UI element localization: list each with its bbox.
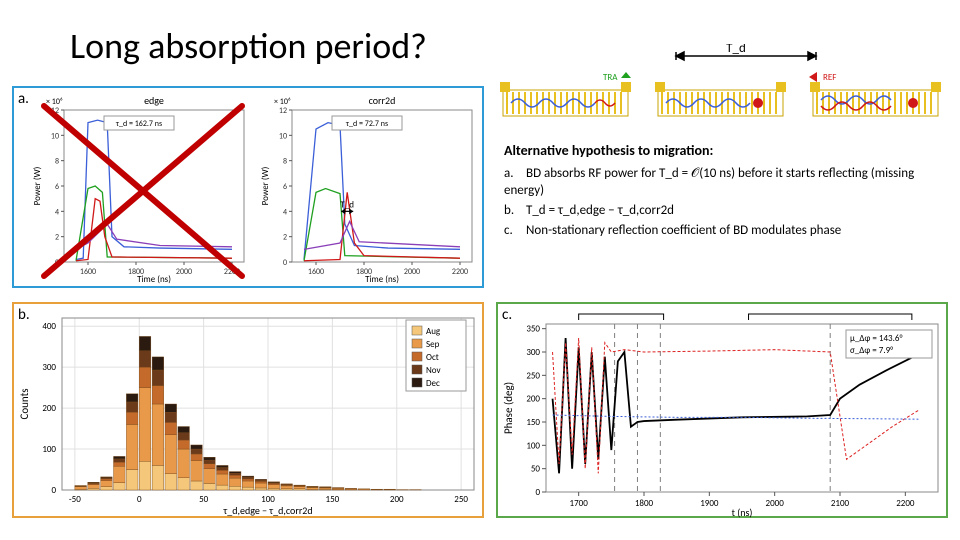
svg-text:Counts: Counts [18, 388, 31, 419]
svg-text:-50: -50 [69, 494, 81, 505]
svg-text:1800: 1800 [635, 498, 654, 509]
svg-text:Power (W): Power (W) [32, 166, 43, 205]
svg-text:300: 300 [526, 347, 540, 358]
svg-text:50: 50 [531, 464, 541, 475]
svg-text:350: 350 [526, 324, 540, 335]
svg-text:8: 8 [55, 157, 59, 167]
svg-text:100: 100 [526, 440, 540, 451]
svg-text:Oct: Oct [426, 352, 439, 363]
svg-text:0: 0 [137, 494, 142, 505]
svg-text:2000: 2000 [404, 267, 420, 277]
hypothesis-item-a: a.BD absorbs RF power for T_d = 𝒪(10 ns)… [504, 165, 944, 200]
svg-text:200: 200 [42, 403, 56, 414]
svg-text:1600: 1600 [80, 267, 96, 277]
hypothesis-heading: Alternative hypothesis to migration: [504, 142, 944, 161]
panel-b: b.0100200300400-50050100150200250Countsτ… [12, 302, 484, 518]
svg-text:0: 0 [535, 487, 540, 498]
svg-text:2200: 2200 [452, 267, 468, 277]
svg-text:4: 4 [55, 207, 59, 217]
svg-text:T_d: T_d [340, 199, 354, 210]
svg-text:10: 10 [51, 131, 59, 141]
svg-text:2200: 2200 [896, 498, 915, 509]
svg-text:Time (ns): Time (ns) [365, 274, 399, 285]
svg-text:2000: 2000 [176, 267, 192, 277]
panel-c-label: c. [502, 306, 512, 324]
svg-text:200: 200 [390, 494, 404, 505]
svg-text:2000: 2000 [766, 498, 785, 509]
svg-text:Aug: Aug [426, 326, 441, 337]
svg-text:τ_d = 162.7 ns: τ_d = 162.7 ns [115, 119, 162, 129]
svg-text:Time (ns): Time (ns) [137, 274, 171, 285]
hypothesis-block: Alternative hypothesis to migration: a.B… [504, 142, 944, 241]
svg-text:Sep: Sep [426, 339, 440, 350]
hypothesis-item-b: b.T_d = τ_d,edge − τ_d,corr2d [504, 202, 944, 220]
td-label: T_d [726, 44, 746, 56]
svg-text:τ_d = 72.7 ns: τ_d = 72.7 ns [345, 119, 388, 129]
svg-text:t (ns): t (ns) [732, 506, 753, 519]
panel-c: c. 1700 1800 1900 2000 2100 2200 0 50 100 150 200 25… [496, 302, 948, 518]
svg-text:8: 8 [283, 157, 287, 167]
waveguide-diagram: T_d TRA [498, 44, 948, 122]
svg-text:1700: 1700 [570, 498, 589, 509]
hypothesis-item-c: c.Non-stationary reflection coefficient … [504, 222, 944, 240]
svg-text:150: 150 [526, 417, 540, 428]
svg-text:Dec: Dec [426, 378, 440, 389]
panel-a-label: a. [18, 90, 29, 108]
svg-text:2: 2 [283, 233, 287, 243]
svg-text:× 10⁶: × 10⁶ [274, 97, 291, 107]
svg-text:4: 4 [283, 207, 287, 217]
svg-text:2: 2 [55, 233, 59, 243]
panel-b-label: b. [18, 306, 30, 324]
svg-text:10: 10 [279, 131, 287, 141]
svg-text:0: 0 [283, 258, 287, 268]
svg-text:0: 0 [51, 485, 56, 496]
svg-text:250: 250 [526, 370, 540, 381]
svg-text:1900: 1900 [700, 498, 719, 509]
svg-text:1600: 1600 [308, 267, 324, 277]
svg-text:200: 200 [526, 394, 540, 405]
svg-text:12: 12 [279, 106, 287, 116]
svg-text:edge: edge [144, 94, 164, 107]
svg-text:REF: REF [823, 72, 836, 83]
slide-title: Long absorption period? [70, 24, 427, 68]
svg-text:Nov: Nov [426, 365, 441, 376]
svg-text:100: 100 [42, 444, 56, 455]
svg-text:τ_d,edge − τ_d,corr2d: τ_d,edge − τ_d,corr2d [222, 504, 312, 517]
svg-text:2100: 2100 [831, 498, 850, 509]
svg-text:150: 150 [326, 494, 340, 505]
svg-text:Phase (deg): Phase (deg) [502, 382, 515, 434]
svg-text:6: 6 [55, 182, 59, 192]
svg-text:6: 6 [283, 182, 287, 192]
svg-text:μ_Δφ = 143.6°: μ_Δφ = 143.6° [850, 333, 903, 344]
svg-text:TRA: TRA [603, 72, 618, 83]
svg-text:250: 250 [454, 494, 468, 505]
panel-a: a.1600180020002200024681012edge× 10⁶Time… [12, 86, 484, 288]
svg-text:400: 400 [42, 321, 56, 332]
svg-text:σ_Δφ = 7.9°: σ_Δφ = 7.9° [850, 345, 893, 356]
svg-text:× 10⁶: × 10⁶ [46, 97, 63, 107]
svg-text:corr2d: corr2d [369, 94, 396, 107]
svg-text:50: 50 [199, 494, 209, 505]
svg-text:Power (W): Power (W) [260, 166, 271, 205]
svg-text:300: 300 [42, 362, 56, 373]
